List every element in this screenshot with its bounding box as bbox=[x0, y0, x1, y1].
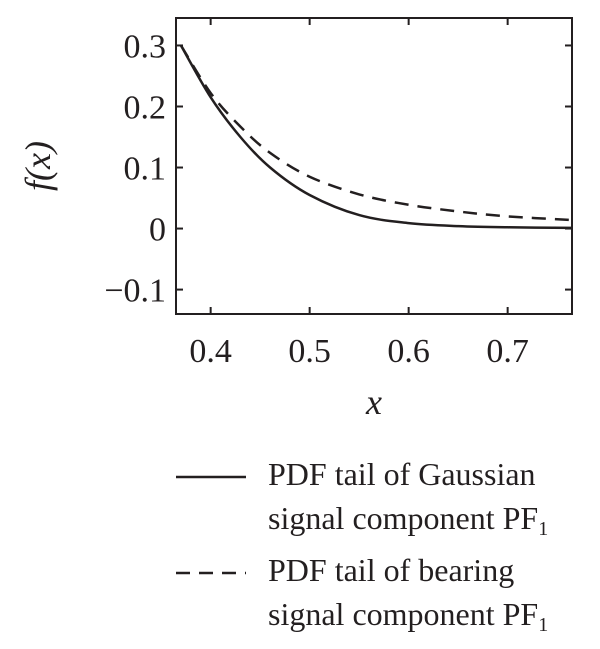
series-line-bearing bbox=[179, 44, 573, 222]
legend-subscript: 1 bbox=[538, 614, 549, 636]
x-tick-label: 0.7 bbox=[486, 333, 529, 370]
y-tick-label: 0.2 bbox=[124, 89, 167, 126]
series-line-gaussian bbox=[179, 44, 573, 230]
x-axis-ticks: 0.4 0.5 0.6 0.7 bbox=[189, 18, 529, 370]
legend: PDF tail of Gaussian signal component PF… bbox=[172, 452, 592, 644]
legend-label-gaussian: PDF tail of Gaussian signal component PF… bbox=[268, 456, 549, 540]
y-tick-label: 0.1 bbox=[124, 151, 167, 188]
y-axis-label: f(x) bbox=[18, 141, 58, 191]
legend-item-bearing: PDF tail of bearing signal component PF1 bbox=[172, 548, 592, 644]
legend-swatch-solid bbox=[176, 475, 246, 479]
plot-frame bbox=[175, 17, 573, 315]
y-axis-ticks: 0.3 0.2 0.1 0 −0.1 bbox=[104, 28, 572, 310]
legend-subscript: 1 bbox=[538, 518, 549, 540]
legend-item-gaussian: PDF tail of Gaussian signal component PF… bbox=[172, 452, 592, 548]
y-tick-label: −0.1 bbox=[104, 273, 166, 310]
x-axis-label: x bbox=[365, 382, 382, 422]
series-lines bbox=[179, 44, 573, 230]
x-tick-label: 0.6 bbox=[387, 333, 430, 370]
legend-label-bearing: PDF tail of bearing signal component PF1 bbox=[268, 552, 549, 636]
y-tick-label: 0.3 bbox=[124, 28, 167, 65]
chart: 0.3 0.2 0.1 0 −0.1 0.4 0.5 0.6 0.7 x f(x) bbox=[18, 17, 573, 422]
y-tick-label: 0 bbox=[149, 212, 166, 249]
x-tick-label: 0.4 bbox=[189, 333, 232, 370]
legend-swatch-dashed bbox=[176, 571, 246, 575]
x-tick-label: 0.5 bbox=[288, 333, 331, 370]
